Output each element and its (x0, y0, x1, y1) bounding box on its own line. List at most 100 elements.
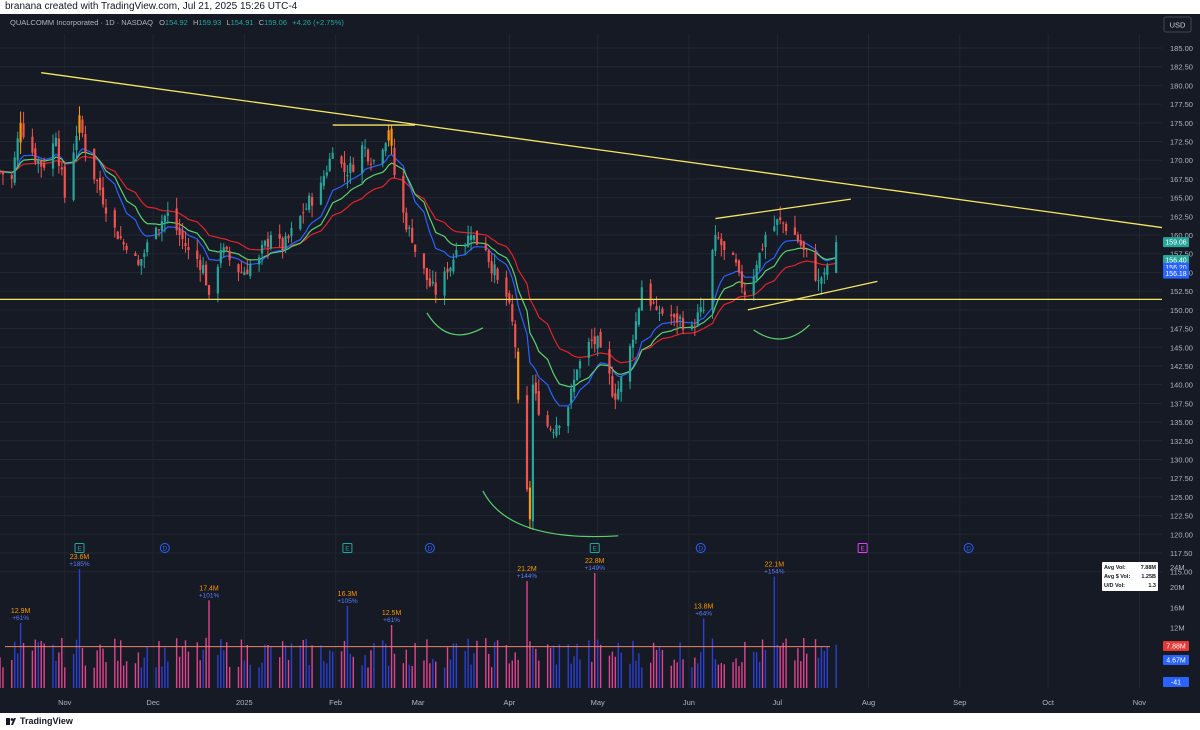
candle[interactable] (219, 242, 222, 268)
candle[interactable] (160, 214, 164, 242)
candle[interactable] (63, 161, 66, 203)
candle[interactable] (796, 231, 799, 244)
candle[interactable] (225, 245, 228, 252)
candle[interactable] (187, 238, 190, 260)
candle[interactable] (372, 159, 376, 165)
candle[interactable] (340, 155, 343, 168)
candle[interactable] (670, 304, 673, 326)
candle[interactable] (649, 279, 652, 311)
candle[interactable] (793, 215, 797, 236)
candle[interactable] (676, 305, 679, 335)
candle[interactable] (546, 410, 549, 429)
candle[interactable] (814, 243, 817, 282)
candle[interactable] (302, 203, 305, 224)
drawing-layer[interactable] (0, 72, 1163, 538)
shoulder-right-arc[interactable] (753, 324, 811, 340)
candle[interactable] (199, 254, 202, 282)
candle[interactable] (723, 240, 726, 260)
candle[interactable] (573, 368, 576, 399)
candle[interactable] (216, 264, 219, 303)
candle[interactable] (673, 313, 676, 327)
dividend-event-marker[interactable]: D (963, 543, 974, 553)
candle[interactable] (290, 221, 293, 243)
candle[interactable] (699, 297, 702, 318)
candle[interactable] (567, 406, 570, 434)
candle[interactable] (116, 230, 119, 240)
candle[interactable] (720, 233, 723, 257)
volume-badge[interactable]: -41 (1163, 677, 1189, 687)
candle[interactable] (390, 124, 393, 155)
candle[interactable] (266, 231, 270, 259)
candle[interactable] (369, 157, 373, 171)
candle[interactable] (325, 165, 328, 179)
candle[interactable] (422, 253, 426, 275)
candle[interactable] (204, 260, 208, 286)
candle[interactable] (125, 243, 128, 254)
chart-area[interactable]: 12.9M +61% 23.6M +185% 17.4M +101% 16.3M +105% 1… (0, 14, 1200, 713)
candle[interactable] (570, 383, 573, 410)
volume-badge[interactable]: 7.88M (1163, 641, 1189, 651)
candle[interactable] (717, 231, 720, 240)
earnings-event-marker[interactable]: E (589, 543, 600, 553)
candle[interactable] (363, 139, 367, 157)
candle[interactable] (43, 157, 46, 171)
candle[interactable] (34, 143, 37, 166)
candle[interactable] (734, 253, 738, 267)
candle[interactable] (517, 347, 520, 404)
candle[interactable] (305, 203, 308, 211)
candle[interactable] (143, 249, 146, 269)
candle[interactable] (10, 171, 13, 189)
candle[interactable] (661, 306, 664, 316)
candle[interactable] (99, 170, 102, 196)
candle[interactable] (487, 249, 490, 268)
candle[interactable] (93, 148, 96, 184)
candle[interactable] (178, 218, 181, 246)
candle[interactable] (57, 130, 60, 174)
candle-layer[interactable] (0, 106, 838, 531)
candle[interactable] (101, 176, 105, 208)
candle[interactable] (346, 165, 349, 189)
earnings-event-marker[interactable]: E (857, 543, 868, 553)
candle[interactable] (534, 374, 537, 401)
candle[interactable] (620, 375, 623, 402)
candle[interactable] (752, 269, 755, 302)
candle[interactable] (549, 425, 552, 432)
candle[interactable] (514, 320, 517, 359)
candle[interactable] (75, 125, 78, 162)
candle[interactable] (631, 334, 635, 359)
candle[interactable] (802, 240, 805, 258)
candle[interactable] (696, 304, 699, 328)
candle[interactable] (166, 201, 169, 224)
candle[interactable] (755, 260, 758, 283)
earnings-event-marker[interactable]: E (74, 543, 85, 553)
candle[interactable] (826, 262, 829, 280)
candle[interactable] (310, 192, 314, 218)
candle[interactable] (679, 314, 682, 328)
candle[interactable] (405, 207, 408, 233)
currency-badge[interactable]: USD (1163, 16, 1192, 33)
candle[interactable] (381, 148, 384, 168)
candle[interactable] (817, 268, 820, 292)
candle[interactable] (693, 318, 696, 337)
candle[interactable] (278, 224, 281, 248)
candle[interactable] (599, 328, 602, 348)
descending-resistance-line[interactable] (41, 72, 1163, 229)
candle[interactable] (181, 223, 184, 250)
head-arc[interactable] (482, 490, 619, 538)
candle[interactable] (528, 480, 532, 530)
candle[interactable] (593, 327, 596, 353)
candle[interactable] (184, 231, 187, 253)
candle[interactable] (634, 312, 638, 344)
candle[interactable] (428, 268, 431, 288)
candle[interactable] (72, 143, 75, 202)
candle[interactable] (681, 311, 685, 334)
candle[interactable] (805, 248, 808, 258)
candle[interactable] (449, 266, 452, 277)
candle[interactable] (525, 386, 529, 492)
candle[interactable] (19, 111, 22, 155)
price-label-badge[interactable]: 156.18 (1163, 268, 1189, 279)
candle[interactable] (37, 157, 40, 174)
candle[interactable] (287, 234, 290, 243)
candle[interactable] (740, 264, 744, 294)
